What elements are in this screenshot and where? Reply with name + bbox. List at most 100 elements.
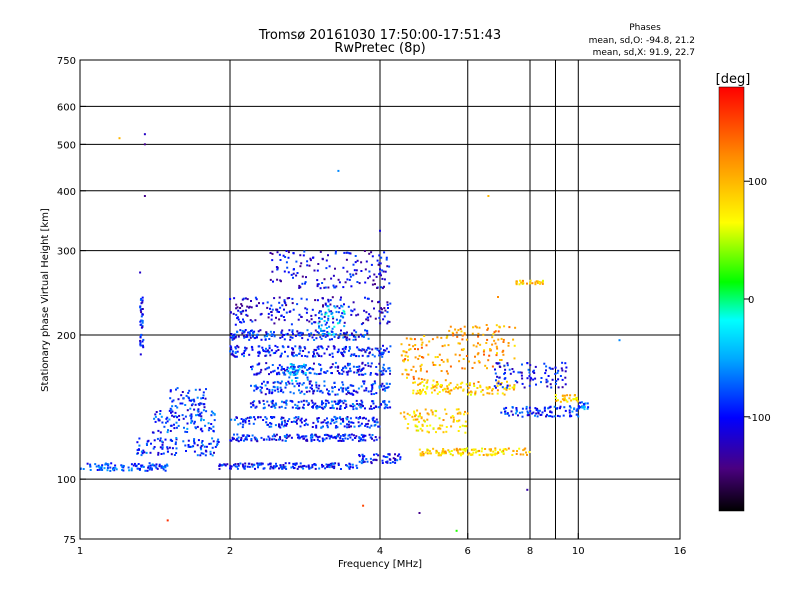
echo-point xyxy=(271,388,274,391)
echo-point xyxy=(491,336,494,339)
echo-point xyxy=(503,407,506,410)
echo-point xyxy=(246,416,249,419)
echo-point xyxy=(511,454,514,456)
echo-point xyxy=(471,367,474,369)
echo-point xyxy=(486,367,488,370)
y-tick-label: 750 xyxy=(57,56,76,67)
echo-point xyxy=(317,436,320,439)
echo-point xyxy=(216,440,219,443)
echo-point xyxy=(291,353,294,356)
echo-point xyxy=(310,322,313,325)
echo-point xyxy=(417,357,420,360)
echo-point xyxy=(334,267,336,270)
echo-point xyxy=(350,433,353,436)
echo-point xyxy=(459,386,462,389)
echo-point xyxy=(139,344,142,347)
echo-point xyxy=(356,403,359,405)
echo-point xyxy=(364,268,367,271)
echo-point xyxy=(171,400,174,403)
echo-point xyxy=(424,408,427,411)
echo-point xyxy=(264,416,267,419)
echo-point xyxy=(526,488,529,491)
echo-point xyxy=(346,464,349,467)
echo-point xyxy=(385,256,388,259)
echo-point xyxy=(229,350,232,353)
echo-point xyxy=(386,303,389,306)
echo-point xyxy=(279,279,282,282)
echo-point xyxy=(372,416,375,419)
echo-point xyxy=(296,404,299,407)
echo-point xyxy=(160,415,163,418)
echo-point xyxy=(351,438,354,441)
x-tick-label: 6 xyxy=(465,546,471,557)
echo-point xyxy=(457,430,460,432)
echo-point xyxy=(320,324,323,327)
echo-point xyxy=(161,447,164,450)
echo-point xyxy=(458,354,461,357)
echo-point xyxy=(341,305,344,308)
echo-point xyxy=(271,399,274,402)
echo-point xyxy=(446,387,449,390)
echo-point xyxy=(408,343,411,346)
echo-point xyxy=(388,282,391,285)
echo-point xyxy=(297,369,300,372)
echo-point xyxy=(546,385,549,388)
echo-point xyxy=(280,416,283,419)
echo-point xyxy=(130,463,133,466)
echo-point xyxy=(382,388,384,391)
echo-point xyxy=(154,413,157,416)
echo-point xyxy=(271,466,274,469)
echo-point xyxy=(303,366,306,369)
echo-point xyxy=(458,386,461,389)
echo-point xyxy=(370,405,372,408)
echo-point xyxy=(360,270,363,272)
echo-point xyxy=(271,259,274,262)
echo-point xyxy=(372,383,375,386)
echo-point xyxy=(383,307,386,310)
echo-point xyxy=(363,389,366,392)
echo-point xyxy=(523,386,526,389)
echo-point xyxy=(269,462,272,465)
echo-point xyxy=(296,433,299,436)
echo-point xyxy=(338,335,341,338)
echo-point xyxy=(432,447,435,450)
echo-point xyxy=(434,409,437,412)
echo-point xyxy=(276,278,279,281)
echo-point xyxy=(332,407,335,410)
echo-point xyxy=(294,403,297,406)
echo-point xyxy=(323,286,326,289)
echo-point xyxy=(112,466,115,469)
echo-point xyxy=(525,451,527,454)
echo-point xyxy=(382,318,385,321)
echo-point xyxy=(284,406,287,409)
echo-point xyxy=(141,321,144,324)
echo-point xyxy=(300,334,303,336)
echo-point xyxy=(442,419,445,421)
echo-point xyxy=(536,409,539,412)
echo-point xyxy=(576,397,578,400)
echo-point xyxy=(211,446,214,449)
echo-point xyxy=(340,329,342,332)
echo-point xyxy=(250,438,253,440)
echo-point xyxy=(287,256,290,259)
echo-point xyxy=(318,384,321,387)
echo-point xyxy=(324,313,327,316)
chart-title: Tromsø 20161030 17:50:00-17:51:43 xyxy=(258,28,501,43)
echo-point xyxy=(384,309,387,312)
echo-point xyxy=(344,365,347,368)
echo-point xyxy=(369,372,372,374)
echo-point xyxy=(302,365,305,368)
echo-point xyxy=(200,419,202,422)
echo-point xyxy=(454,353,457,356)
echo-point xyxy=(346,373,349,376)
echo-point xyxy=(403,350,406,353)
echo-point xyxy=(497,380,500,383)
echo-point xyxy=(332,321,335,324)
echo-point xyxy=(168,418,171,421)
echo-point xyxy=(263,403,266,406)
echo-point xyxy=(321,333,324,336)
echo-point xyxy=(169,390,172,393)
echo-point xyxy=(232,312,235,315)
echo-point xyxy=(276,310,279,313)
echo-point xyxy=(324,336,327,338)
